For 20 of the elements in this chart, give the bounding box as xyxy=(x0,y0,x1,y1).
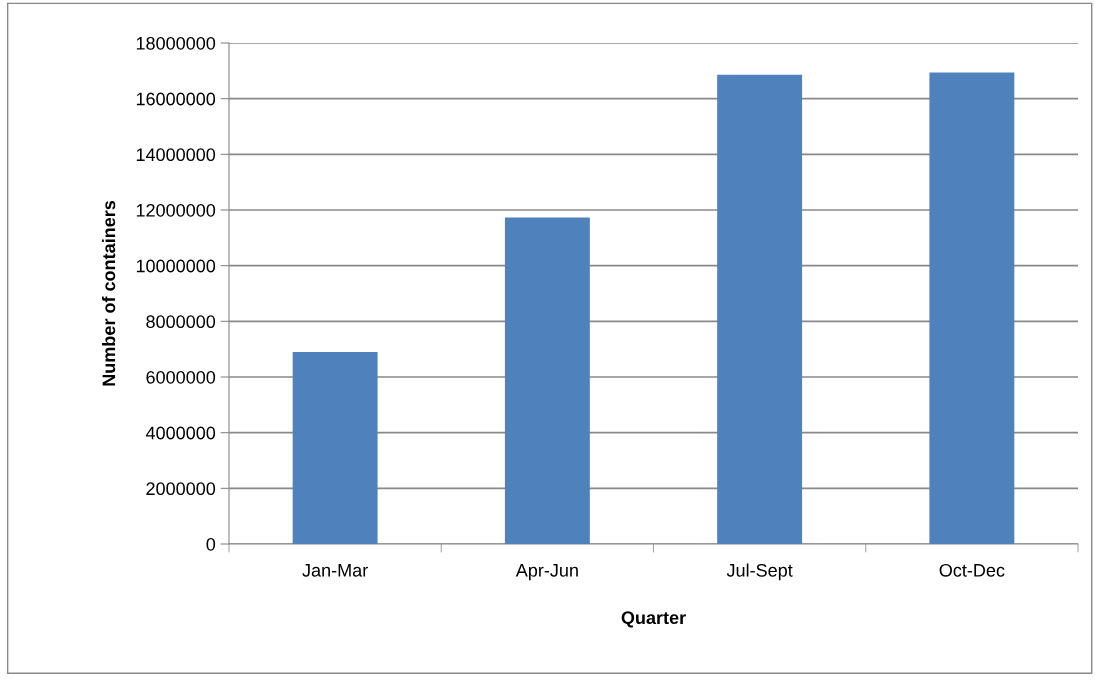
bar xyxy=(929,72,1015,544)
bar xyxy=(504,217,590,544)
y-tick-label: 18000000 xyxy=(136,36,216,50)
y-tick-label: 12000000 xyxy=(136,203,216,217)
y-tick-label: 8000000 xyxy=(146,315,216,329)
x-tick-label: Oct-Dec xyxy=(939,563,1005,577)
x-axis-title: Quarter xyxy=(621,611,686,628)
y-tick-label: 4000000 xyxy=(145,426,216,440)
bar xyxy=(292,351,378,544)
x-tick-label: Jan-Mar xyxy=(302,564,368,577)
y-tick-label: 6000000 xyxy=(146,370,216,384)
y-tick-label: 16000000 xyxy=(136,92,216,106)
y-tick-label: 2000000 xyxy=(146,482,216,496)
y-tick-label: 0 xyxy=(206,537,216,551)
bar xyxy=(717,74,803,544)
y-tick-label: 14000000 xyxy=(136,148,216,162)
x-tick-label: Apr-Jun xyxy=(515,564,578,581)
y-tick-label: 10000000 xyxy=(136,259,216,273)
y-axis-title: Number of containers xyxy=(101,200,116,386)
x-tick-label: Jul-Sept xyxy=(726,563,793,581)
